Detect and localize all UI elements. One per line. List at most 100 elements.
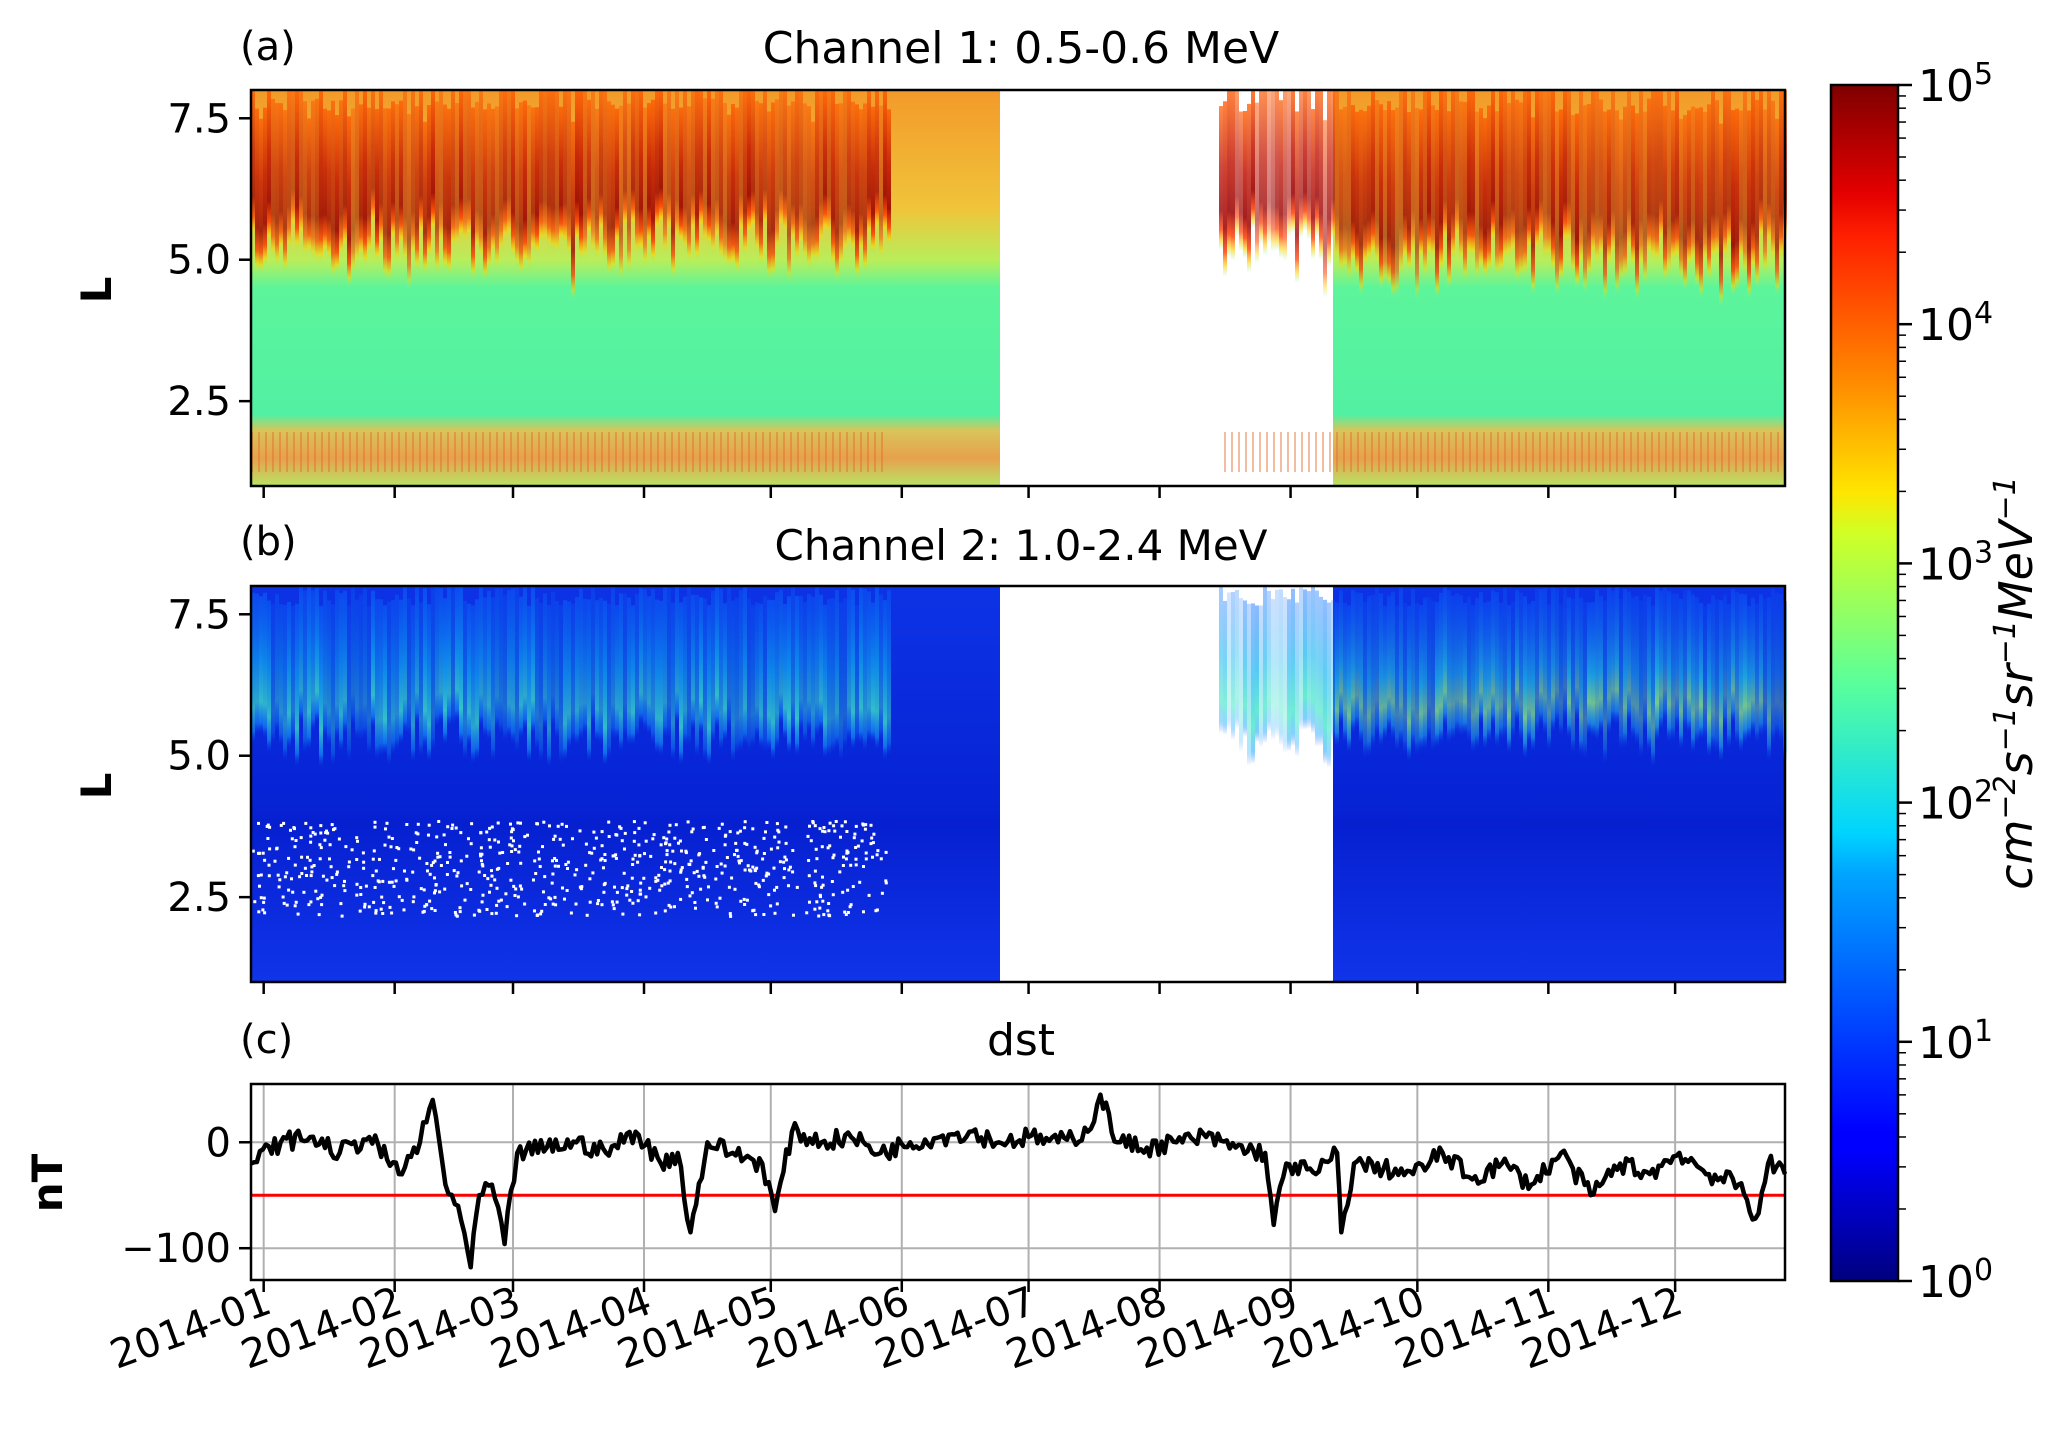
panel-a-belt-streak [1551, 90, 1555, 345]
panel-b-slot-speck [394, 858, 398, 862]
panel-b-belt-streak [1427, 597, 1431, 821]
panel-b-slot-speck [430, 907, 434, 911]
panel-b-slot-speck [257, 910, 261, 914]
panel-b-slot-speck [776, 846, 780, 850]
panel-a-inner-belt-stripe [279, 432, 281, 472]
panel-b-slot-speck [506, 862, 510, 865]
panel-b-slot-speck [343, 889, 347, 893]
panel-a-inner-belt-stripe [1336, 432, 1338, 472]
panel-b-slot-speck [533, 909, 536, 913]
panel-a-belt-streak [867, 90, 871, 295]
panel-b-slot-speck [335, 872, 339, 876]
panel-b-slot-speck [638, 854, 642, 858]
panel-b-slot-speck [808, 900, 811, 904]
panel-b-belt-streak [1695, 597, 1699, 827]
colorbar-tick-label: 104 [1918, 296, 1993, 352]
panel-b-slot-speck [493, 838, 497, 842]
panel-b-slot-speck [513, 848, 517, 852]
panel-a-belt-streak [407, 113, 411, 359]
panel-a-belt-streak [251, 90, 255, 296]
panel-b-slot-speck [667, 830, 671, 834]
panel-a-inner-belt-stripe [1427, 432, 1429, 472]
panel-b-slot-speck [448, 855, 452, 859]
panel-b-slot-speck [739, 859, 743, 863]
panel-a-inner-belt-stripe [629, 432, 631, 472]
panel-b-slot-speck [846, 850, 850, 854]
panel-b-belt-streak [1675, 593, 1679, 804]
panel-a-belt-streak [1731, 110, 1735, 369]
panel-a-belt-streak [763, 90, 767, 281]
panel-b-belt-streak [463, 601, 467, 844]
panel-b-slot-speck [657, 873, 661, 877]
panel-a-inner-belt-stripe [503, 432, 505, 472]
panel-b-belt-streak [1503, 586, 1507, 827]
panel-b-slot-speck [625, 893, 629, 897]
panel-a-belt-streak [1711, 90, 1715, 328]
panel-a-belt-streak [1443, 90, 1447, 302]
panel-b-slot-speck [727, 885, 731, 889]
panel-a-inner-belt-stripe [1469, 432, 1471, 472]
panel-b-slot-speck [498, 851, 502, 855]
panel-c-ylabel: nT [23, 1153, 72, 1212]
panel-b-belt-streak [1655, 587, 1659, 828]
panel-b-slot-speck [754, 913, 758, 917]
panel-b-belt-streak [1543, 587, 1547, 817]
panel-a-belt-streak [1451, 90, 1455, 327]
panel-b-slot-speck [302, 890, 306, 894]
panel-b-slot-speck [633, 831, 637, 835]
panel-a-belt-streak [1623, 106, 1627, 347]
panel-b-slot-speck [848, 905, 852, 909]
panel-b-slot-speck [630, 876, 634, 880]
panel-a-belt-streak [419, 90, 423, 293]
panel-b-slot-speck [388, 905, 392, 909]
panel-b-slot-speck [864, 823, 868, 827]
panel-b-slot-speck [293, 827, 296, 831]
panel-b-belt-streak [1591, 602, 1595, 814]
panel-b-slot-speck [592, 830, 596, 834]
panel-b-slot-speck [488, 845, 492, 849]
panel-b-slot-speck [573, 873, 577, 877]
panel-b-slot-speck [694, 906, 697, 910]
panel-a-inner-belt-stripe [1490, 432, 1492, 472]
panel-b-slot-speck [818, 906, 822, 910]
panel-a-heatmap [251, 90, 1787, 486]
panel-b-slot-speck [479, 831, 483, 835]
panel-b-belt-streak [723, 603, 727, 815]
panel-b-belt-streak [459, 586, 463, 831]
panel-b-belt-streak [399, 599, 403, 822]
panel-b-label: (b) [240, 519, 297, 565]
panel-b-slot-speck [438, 890, 442, 894]
panel-a-belt-streak [331, 100, 335, 348]
panel-b-slot-speck [566, 860, 570, 864]
panel-a-belt-streak [823, 90, 827, 290]
panel-b-slot-speck [625, 887, 629, 891]
panel-b-belt-streak [1547, 604, 1551, 833]
panel-b-belt-streak [879, 594, 883, 819]
panel-a-inner-belt-stripe [573, 432, 575, 472]
panel-b-slot-speck [875, 908, 879, 912]
panel-b-belt-streak [1235, 589, 1239, 804]
panel-b-slot-speck [669, 905, 673, 909]
panel-b-slot-speck [664, 860, 668, 864]
panel-a-inner-belt-stripe [1238, 432, 1240, 472]
panel-b-belt-streak [563, 600, 567, 847]
panel-b-slot-speck [695, 869, 699, 873]
panel-a-xticks [262, 486, 1677, 498]
panel-b-slot-speck [613, 885, 616, 889]
panel-b-slot-speck [668, 879, 672, 883]
panel-b-slot-speck [808, 824, 811, 828]
panel-a-inner-belt-stripe [706, 432, 708, 472]
panel-a-belt-streak [1339, 109, 1343, 337]
panel-a-belt-streak [1559, 109, 1563, 350]
panel-a-belt-streak [819, 90, 823, 304]
panel-c-label: (c) [240, 1017, 293, 1063]
panel-b-slot-speck [412, 848, 416, 852]
panel-b-slot-speck [435, 835, 439, 839]
panel-b-slot-speck [515, 914, 519, 918]
panel-b-belt-streak [291, 605, 295, 815]
panel-a-belt-streak [395, 104, 399, 326]
panel-b-belt-streak [411, 605, 415, 846]
panel-b-slot-speck [460, 884, 464, 888]
panel-a-belt-streak [1427, 90, 1431, 322]
panel-b-slot-speck [268, 847, 272, 851]
